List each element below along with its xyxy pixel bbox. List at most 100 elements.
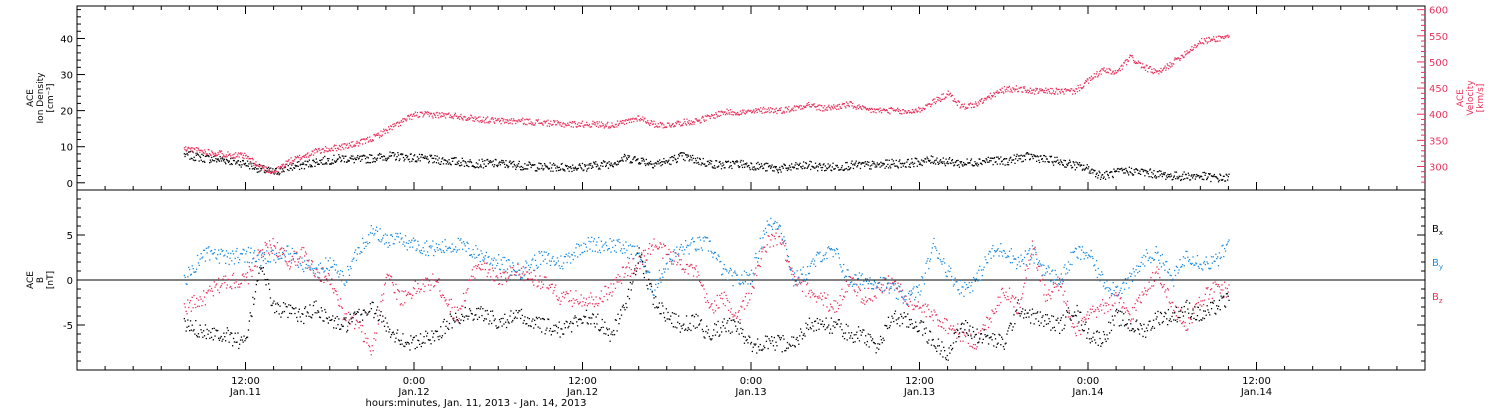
- ion-density-series-point: [213, 160, 216, 162]
- bz-series-point: [598, 302, 600, 305]
- velocity-series-point: [430, 113, 432, 115]
- bz-series-point: [642, 263, 644, 265]
- bz-series-point: [830, 306, 832, 308]
- ion-density-series-point: [315, 158, 317, 160]
- ion-density-series-point: [611, 164, 613, 166]
- ion-density-series-point: [393, 155, 395, 157]
- bz-series-point: [909, 300, 911, 303]
- bz-series-point: [820, 292, 822, 294]
- by-series-point: [303, 270, 305, 273]
- velocity-series-point: [654, 126, 656, 128]
- velocity-series-point: [1059, 91, 1061, 93]
- velocity-series-point: [885, 109, 887, 112]
- ion-density-series-point: [982, 160, 984, 162]
- velocity-series-point: [279, 165, 282, 168]
- ion-density-series-point: [1076, 162, 1079, 164]
- ion-density-series-point: [1189, 179, 1191, 181]
- velocity-series-point: [952, 100, 954, 102]
- ion-density-series-point: [972, 165, 975, 167]
- bz-series-point: [254, 265, 257, 267]
- ion-density-series-point: [996, 156, 998, 158]
- velocity-series-point: [825, 109, 827, 111]
- by-series-point: [250, 247, 252, 249]
- bz-series-point: [258, 252, 260, 254]
- bz-series-point: [1133, 306, 1135, 309]
- ion-density-series-point: [904, 162, 906, 164]
- bz-series-point: [550, 283, 552, 286]
- velocity-series-point: [1174, 57, 1176, 59]
- bz-series-point: [239, 286, 241, 288]
- velocity-series-point: [958, 100, 960, 103]
- velocity-series-point: [598, 121, 600, 123]
- velocity-series-point: [1147, 67, 1149, 69]
- bz-series-point: [212, 295, 214, 297]
- velocity-series-point: [623, 120, 625, 122]
- bz-series-point: [996, 304, 998, 307]
- bz-series-point: [1034, 246, 1036, 248]
- bz-series-point: [1093, 311, 1095, 313]
- bz-series-point: [324, 276, 326, 278]
- ion-density-series-point: [1021, 161, 1023, 163]
- velocity-series-point: [1168, 65, 1170, 67]
- ion-density-series-point: [1180, 178, 1182, 181]
- bz-series-point: [768, 235, 770, 237]
- velocity-series-point: [967, 107, 969, 109]
- bz-series-point: [214, 286, 216, 288]
- by-series-point: [329, 257, 331, 259]
- bz-series-point: [580, 294, 582, 296]
- ion-density-series-point: [609, 163, 611, 166]
- velocity-series-point: [882, 109, 884, 111]
- bz-series-point: [656, 248, 659, 250]
- ion-density-series-point: [715, 160, 718, 162]
- velocity-series-point: [573, 121, 575, 124]
- velocity-series-point: [448, 112, 450, 114]
- bz-series-point: [496, 275, 498, 277]
- velocity-series-point: [870, 111, 872, 114]
- velocity-series-point: [607, 121, 609, 123]
- ion-density-series-point: [1018, 158, 1020, 160]
- velocity-series-point: [362, 143, 364, 145]
- velocity-series-point: [560, 125, 562, 127]
- ion-density-series-point: [1227, 176, 1229, 178]
- ion-density-series-point: [529, 162, 531, 164]
- by-series-point: [513, 270, 516, 272]
- bz-series-point: [204, 304, 207, 306]
- ion-density-series-point: [441, 158, 443, 160]
- velocity-series-point: [1210, 38, 1213, 40]
- velocity-series-point: [1041, 90, 1043, 92]
- ion-density-series-point: [573, 169, 575, 171]
- bz-series-point: [612, 291, 614, 293]
- by-series-point: [501, 263, 503, 266]
- ion-density-series-point: [201, 153, 203, 155]
- bz-series-point: [726, 297, 728, 300]
- ion-density-series-point: [1125, 167, 1127, 170]
- ion-density-series-point: [892, 160, 895, 162]
- velocity-series-point: [440, 115, 442, 117]
- ion-density-series-point: [839, 168, 841, 171]
- bz-series-point: [412, 294, 414, 297]
- ion-density-series-point: [892, 163, 894, 166]
- ion-density-series-point: [564, 170, 566, 172]
- ion-density-series-point: [1099, 172, 1101, 174]
- velocity-series-point: [334, 144, 336, 146]
- by-series-point: [353, 257, 355, 259]
- ion-density-series-point: [1222, 175, 1225, 177]
- velocity-series-point: [435, 112, 438, 114]
- velocity-series-point: [1044, 92, 1046, 94]
- by-series-point: [630, 253, 632, 255]
- velocity-series-point: [1121, 64, 1123, 66]
- ion-density-series-point: [555, 170, 558, 172]
- bz-series-point: [736, 316, 739, 318]
- velocity-series-point: [1083, 85, 1085, 87]
- bz-series-point: [831, 306, 833, 308]
- ion-density-series-point: [357, 158, 360, 160]
- bz-series-point: [967, 342, 969, 344]
- velocity-series-point: [814, 105, 816, 108]
- velocity-series-point: [186, 149, 188, 151]
- velocity-series-point: [643, 118, 645, 120]
- velocity-series-point: [472, 120, 474, 122]
- ion-density-series-point: [291, 169, 294, 171]
- bz-series-point: [835, 300, 837, 302]
- by-series-point: [264, 258, 266, 260]
- by-series-point: [449, 247, 451, 249]
